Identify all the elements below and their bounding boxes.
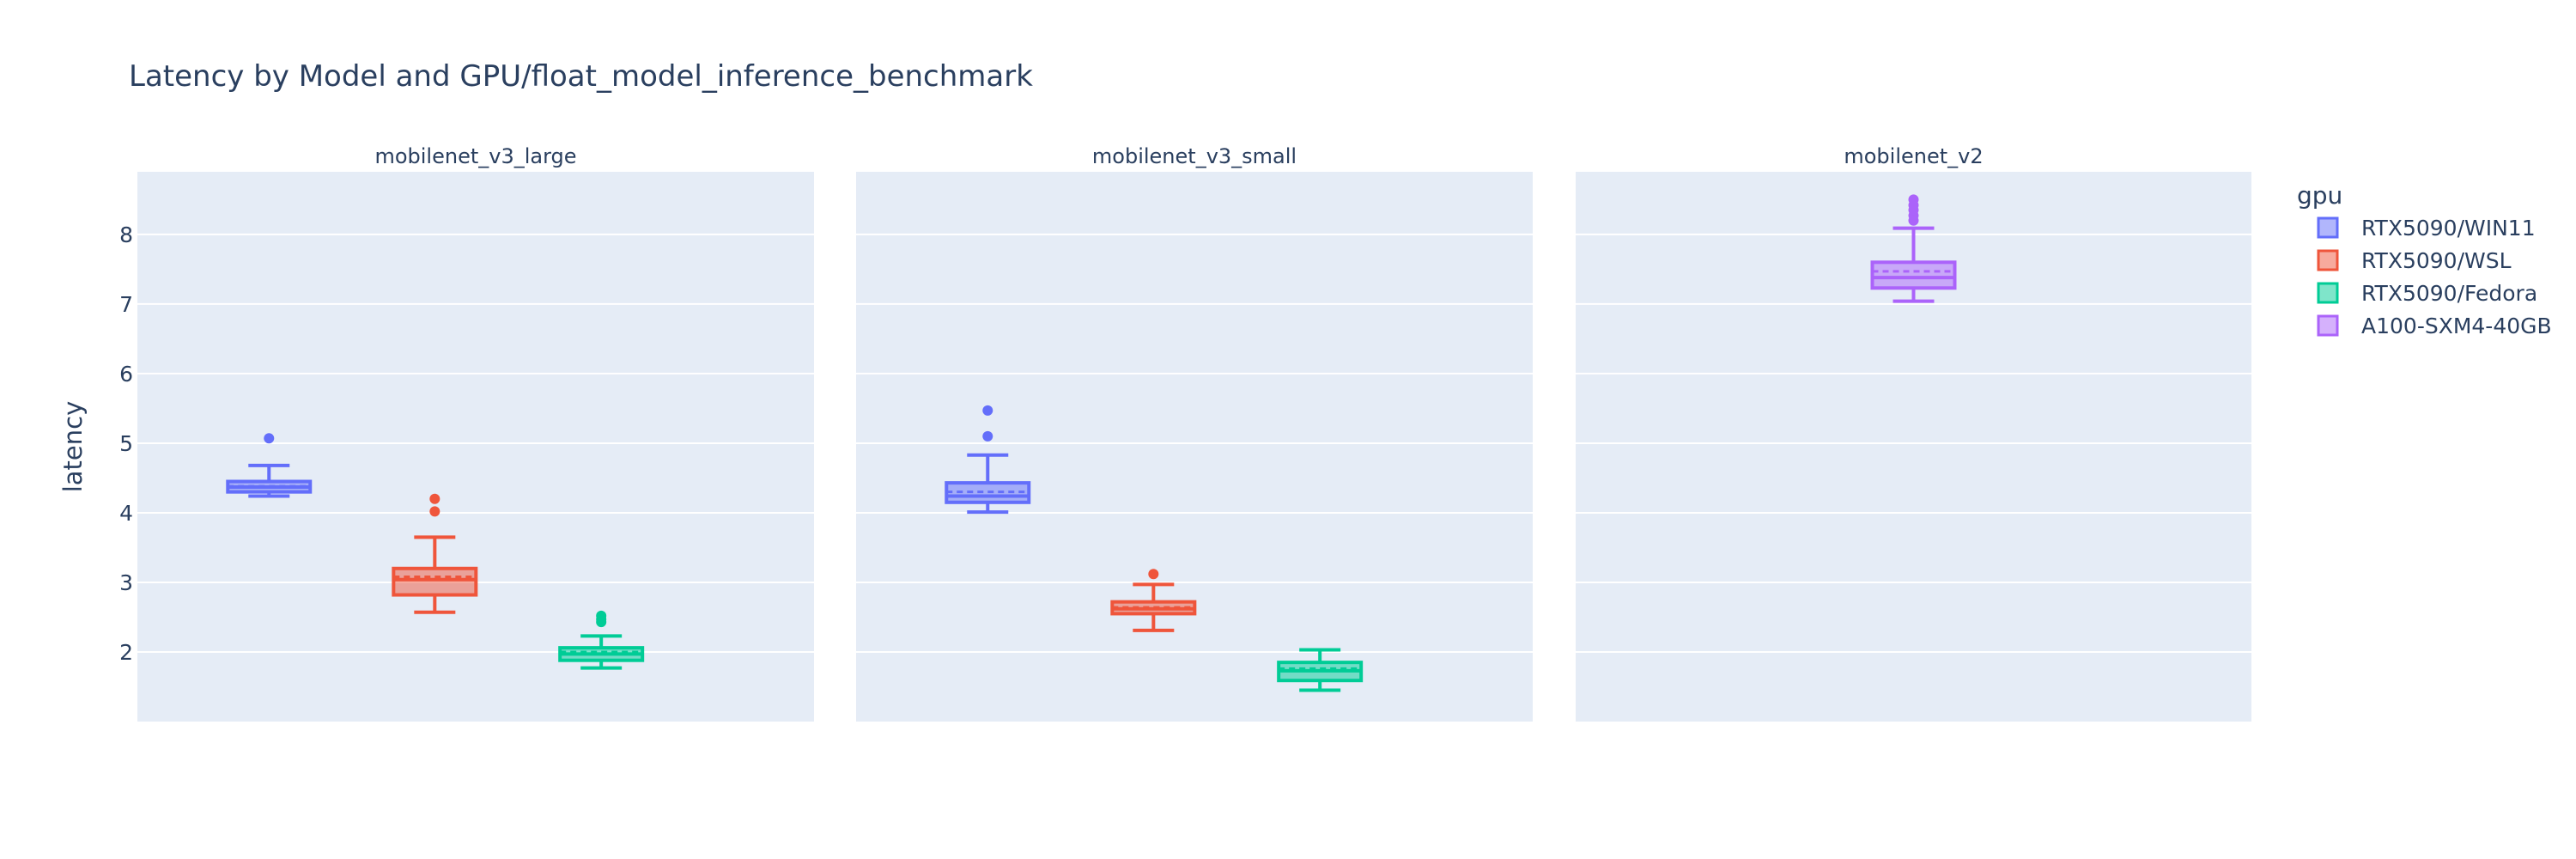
panel-background (856, 172, 1533, 722)
outlier-point[interactable] (1908, 194, 1919, 205)
outlier-point[interactable] (429, 493, 440, 504)
y-tick-label: 3 (119, 570, 133, 595)
outlier-point[interactable] (982, 405, 993, 416)
outlier-point[interactable] (264, 433, 275, 444)
outlier-point[interactable] (596, 610, 607, 621)
legend-swatch (2317, 282, 2339, 304)
panel-mobilenet_v3_large: mobilenet_v3_large (137, 144, 814, 722)
outlier-point[interactable] (1148, 569, 1159, 580)
outlier-point[interactable] (982, 430, 993, 442)
box-body (392, 566, 478, 597)
panel-mobilenet_v2: mobilenet_v2 (1576, 144, 2251, 722)
y-tick-label: 7 (119, 292, 133, 317)
box-RTX5090/WIN11[interactable] (945, 405, 1031, 515)
outlier-point[interactable] (429, 506, 440, 517)
y-axis-ticks: 2 3 4 5 6 7 8 (119, 222, 133, 665)
legend-label: RTX5090/WIN11 (2361, 216, 2536, 241)
legend[interactable]: gpu RTX5090/WIN11 RTX5090/WSL RTX5090/Fedor… (2297, 181, 2552, 338)
legend-swatch (2317, 249, 2339, 271)
chart-title: Latency by Model and GPU/float_model_inf… (129, 59, 1033, 94)
box-body (1870, 260, 1957, 290)
legend-label: A100-SXM4-40GB (2361, 314, 2552, 338)
y-axis-label: latency (58, 401, 88, 493)
y-tick-label: 6 (119, 362, 133, 387)
y-tick-label: 4 (119, 501, 133, 526)
legend-item[interactable]: A100-SXM4-40GB (2317, 314, 2552, 338)
panel-title: mobilenet_v3_small (1092, 144, 1297, 168)
legend-title: gpu (2297, 181, 2342, 210)
box-A100-SXM4-40GB[interactable] (1870, 194, 1957, 303)
box-RTX5090/WSL[interactable] (1110, 569, 1197, 632)
panel-mobilenet_v3_small: mobilenet_v3_small (856, 144, 1533, 722)
panel-title: mobilenet_v2 (1844, 144, 1983, 168)
legend-item[interactable]: RTX5090/WSL (2317, 248, 2512, 273)
legend-item[interactable]: RTX5090/Fedora (2317, 281, 2537, 306)
y-tick-label: 2 (119, 640, 133, 665)
legend-label: RTX5090/WSL (2361, 248, 2512, 273)
legend-swatch (2317, 216, 2339, 239)
legend-label: RTX5090/Fedora (2361, 281, 2537, 306)
legend-item[interactable]: RTX5090/WIN11 (2317, 216, 2536, 241)
panels: mobilenet_v3_large mobilenet_v3_small mobi… (119, 144, 2251, 722)
panel-title: mobilenet_v3_large (374, 144, 576, 168)
box-RTX5090/WIN11[interactable] (226, 433, 313, 498)
y-tick-label: 5 (119, 431, 133, 456)
legend-swatch (2317, 314, 2339, 337)
box-RTX5090/Fedora[interactable] (1277, 648, 1364, 692)
box-RTX5090/WSL[interactable] (392, 493, 478, 614)
y-tick-label: 8 (119, 222, 133, 247)
panel-background (137, 172, 814, 722)
box-RTX5090/Fedora[interactable] (558, 610, 645, 670)
